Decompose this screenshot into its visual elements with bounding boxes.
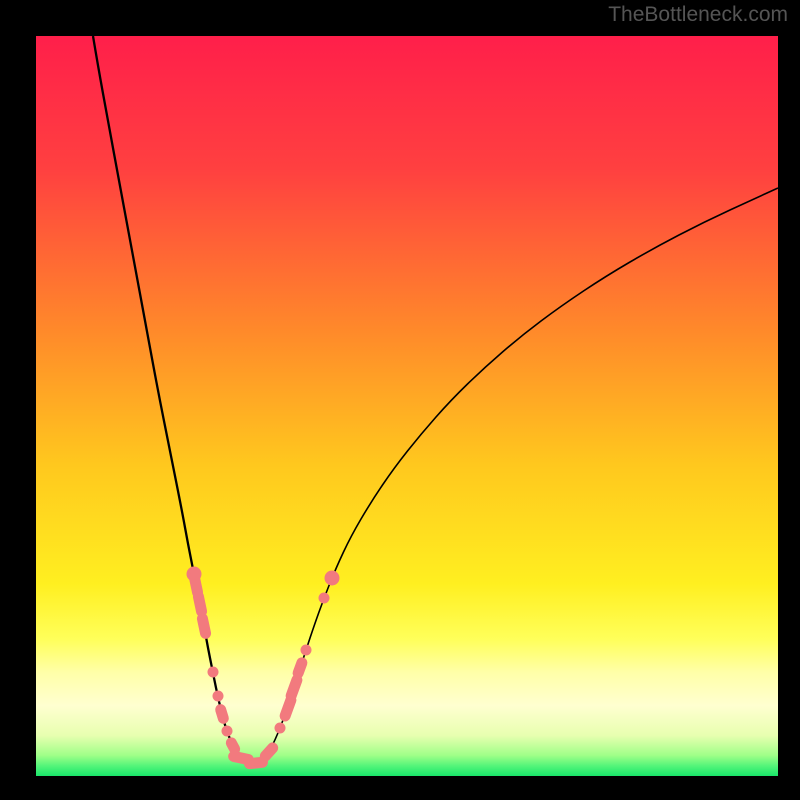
plot-area (36, 36, 778, 776)
data-marker (208, 667, 219, 678)
data-marker (213, 691, 224, 702)
data-marker (275, 723, 286, 734)
chart-frame: TheBottleneck.com (0, 0, 800, 800)
data-marker (319, 593, 330, 604)
data-marker (222, 726, 233, 737)
watermark-text: TheBottleneck.com (608, 3, 788, 27)
gradient-background (36, 36, 778, 776)
data-marker (325, 571, 340, 586)
data-marker (301, 645, 312, 656)
plot-svg (36, 36, 778, 776)
